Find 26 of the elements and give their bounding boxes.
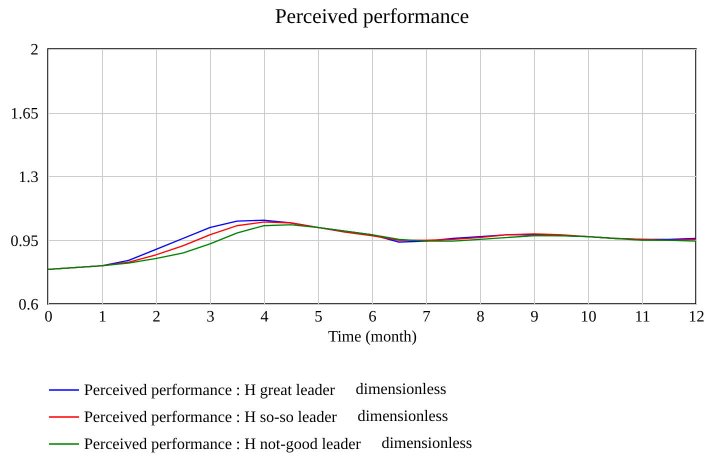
y-tick-label: 0.6 <box>18 296 38 314</box>
x-tick-label: 5 <box>314 308 322 326</box>
x-tick-label: 11 <box>634 308 650 326</box>
x-tick-label: 4 <box>260 308 268 326</box>
y-tick-label: 1.3 <box>18 169 38 186</box>
text: dimensionless <box>356 381 446 399</box>
x-tick-label: 1 <box>98 308 106 326</box>
x-axis-title: Time (month) <box>328 328 417 346</box>
text: dimensionless <box>357 408 448 426</box>
legend-label: Perceived performance : H great leader <box>84 382 336 399</box>
text: dimensionless <box>381 435 472 453</box>
x-tick-label: 3 <box>206 308 214 326</box>
x-tick-label: 9 <box>530 308 538 326</box>
x-tick-label: 7 <box>422 308 430 326</box>
x-tick-label: 6 <box>368 308 376 326</box>
x-tick-label: 0 <box>44 308 52 326</box>
x-tick-label: 12 <box>688 308 704 326</box>
x-tick-label: 10 <box>580 308 596 326</box>
legend-label: Perceived performance : H not-good leader <box>84 436 362 453</box>
y-tick-label: 0.95 <box>10 232 38 250</box>
legend-label: Perceived performance : H so-so leader <box>84 409 338 426</box>
chart-title: Perceived performance <box>274 4 470 28</box>
x-tick-label: 2 <box>152 308 160 326</box>
y-tick-label: 2 <box>30 42 38 58</box>
y-tick-label: 1.65 <box>10 105 38 122</box>
x-tick-label: 8 <box>476 308 484 326</box>
